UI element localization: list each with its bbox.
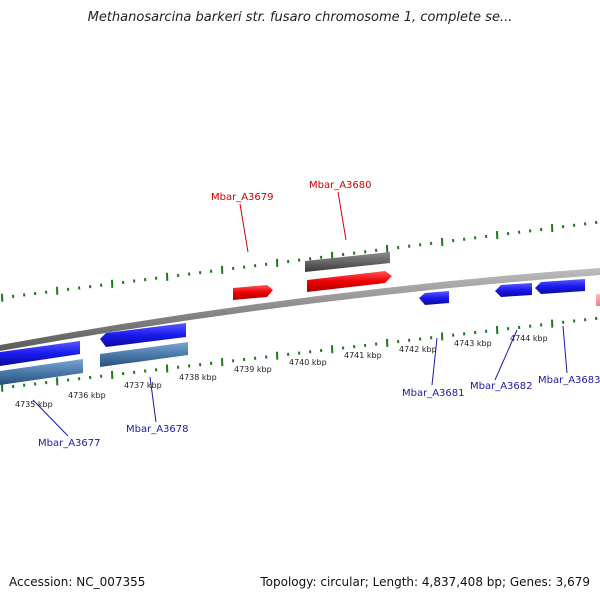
gene-labels: Mbar_A3679 Mbar_A3680 Mbar_A3677 Mbar_A3…	[38, 180, 600, 449]
forward-genes	[233, 252, 392, 300]
gene-label-reverse[interactable]: Mbar_A3677	[38, 438, 101, 449]
gene-feature-reverse[interactable]	[100, 323, 186, 347]
gene-label-forward[interactable]: Mbar_A3679	[211, 192, 274, 203]
chromosome-backbone	[0, 268, 600, 351]
reverse-scale-track	[1, 316, 598, 392]
gene-feature-forward[interactable]	[233, 285, 273, 300]
accession-text: Accession: NC_007355	[9, 575, 146, 589]
gene-feature-forward[interactable]	[307, 271, 392, 292]
gene-feature-reverse[interactable]	[495, 283, 532, 297]
gene-label-reverse[interactable]: Mbar_A3683	[538, 375, 600, 386]
gene-label-reverse[interactable]: Mbar_A3682	[470, 381, 533, 392]
scale-label: 4743 kbp	[454, 339, 492, 348]
gene-feature-forward-gray[interactable]	[305, 252, 390, 272]
gene-label-reverse[interactable]: Mbar_A3678	[126, 424, 189, 435]
gene-label-reverse[interactable]: Mbar_A3681	[402, 388, 465, 399]
gene-label-forward[interactable]: Mbar_A3680	[309, 180, 372, 191]
scale-label: 4736 kbp	[68, 391, 106, 400]
gene-feature-reverse-steel[interactable]	[100, 342, 188, 367]
scale-label: 4739 kbp	[234, 365, 272, 374]
scale-label: 4742 kbp	[399, 345, 437, 354]
scale-label: 4744 kbp	[510, 334, 548, 343]
label-leaders	[32, 191, 568, 437]
gene-feature-partial[interactable]	[596, 294, 600, 306]
topology-summary: Topology: circular; Length: 4,837,408 bp…	[260, 575, 590, 589]
map-title: Methanosarcina barkeri str. fusaro chrom…	[87, 10, 513, 25]
gene-feature-reverse[interactable]	[0, 341, 80, 366]
gene-feature-reverse[interactable]	[535, 279, 585, 294]
reverse-genes	[0, 279, 600, 385]
gene-feature-reverse[interactable]	[419, 291, 449, 305]
scale-label: 4740 kbp	[289, 358, 327, 367]
scale-label: 4738 kbp	[179, 373, 217, 382]
scale-label: 4741 kbp	[344, 351, 382, 360]
scale-label: 4737 kbp	[124, 381, 162, 390]
forward-scale-track	[1, 220, 598, 302]
gene-feature-reverse-steel[interactable]	[0, 359, 83, 385]
scale-labels: 4735 kbp 4736 kbp 4737 kbp 4738 kbp 4739…	[15, 334, 548, 409]
scale-label: 4735 kbp	[15, 400, 53, 409]
